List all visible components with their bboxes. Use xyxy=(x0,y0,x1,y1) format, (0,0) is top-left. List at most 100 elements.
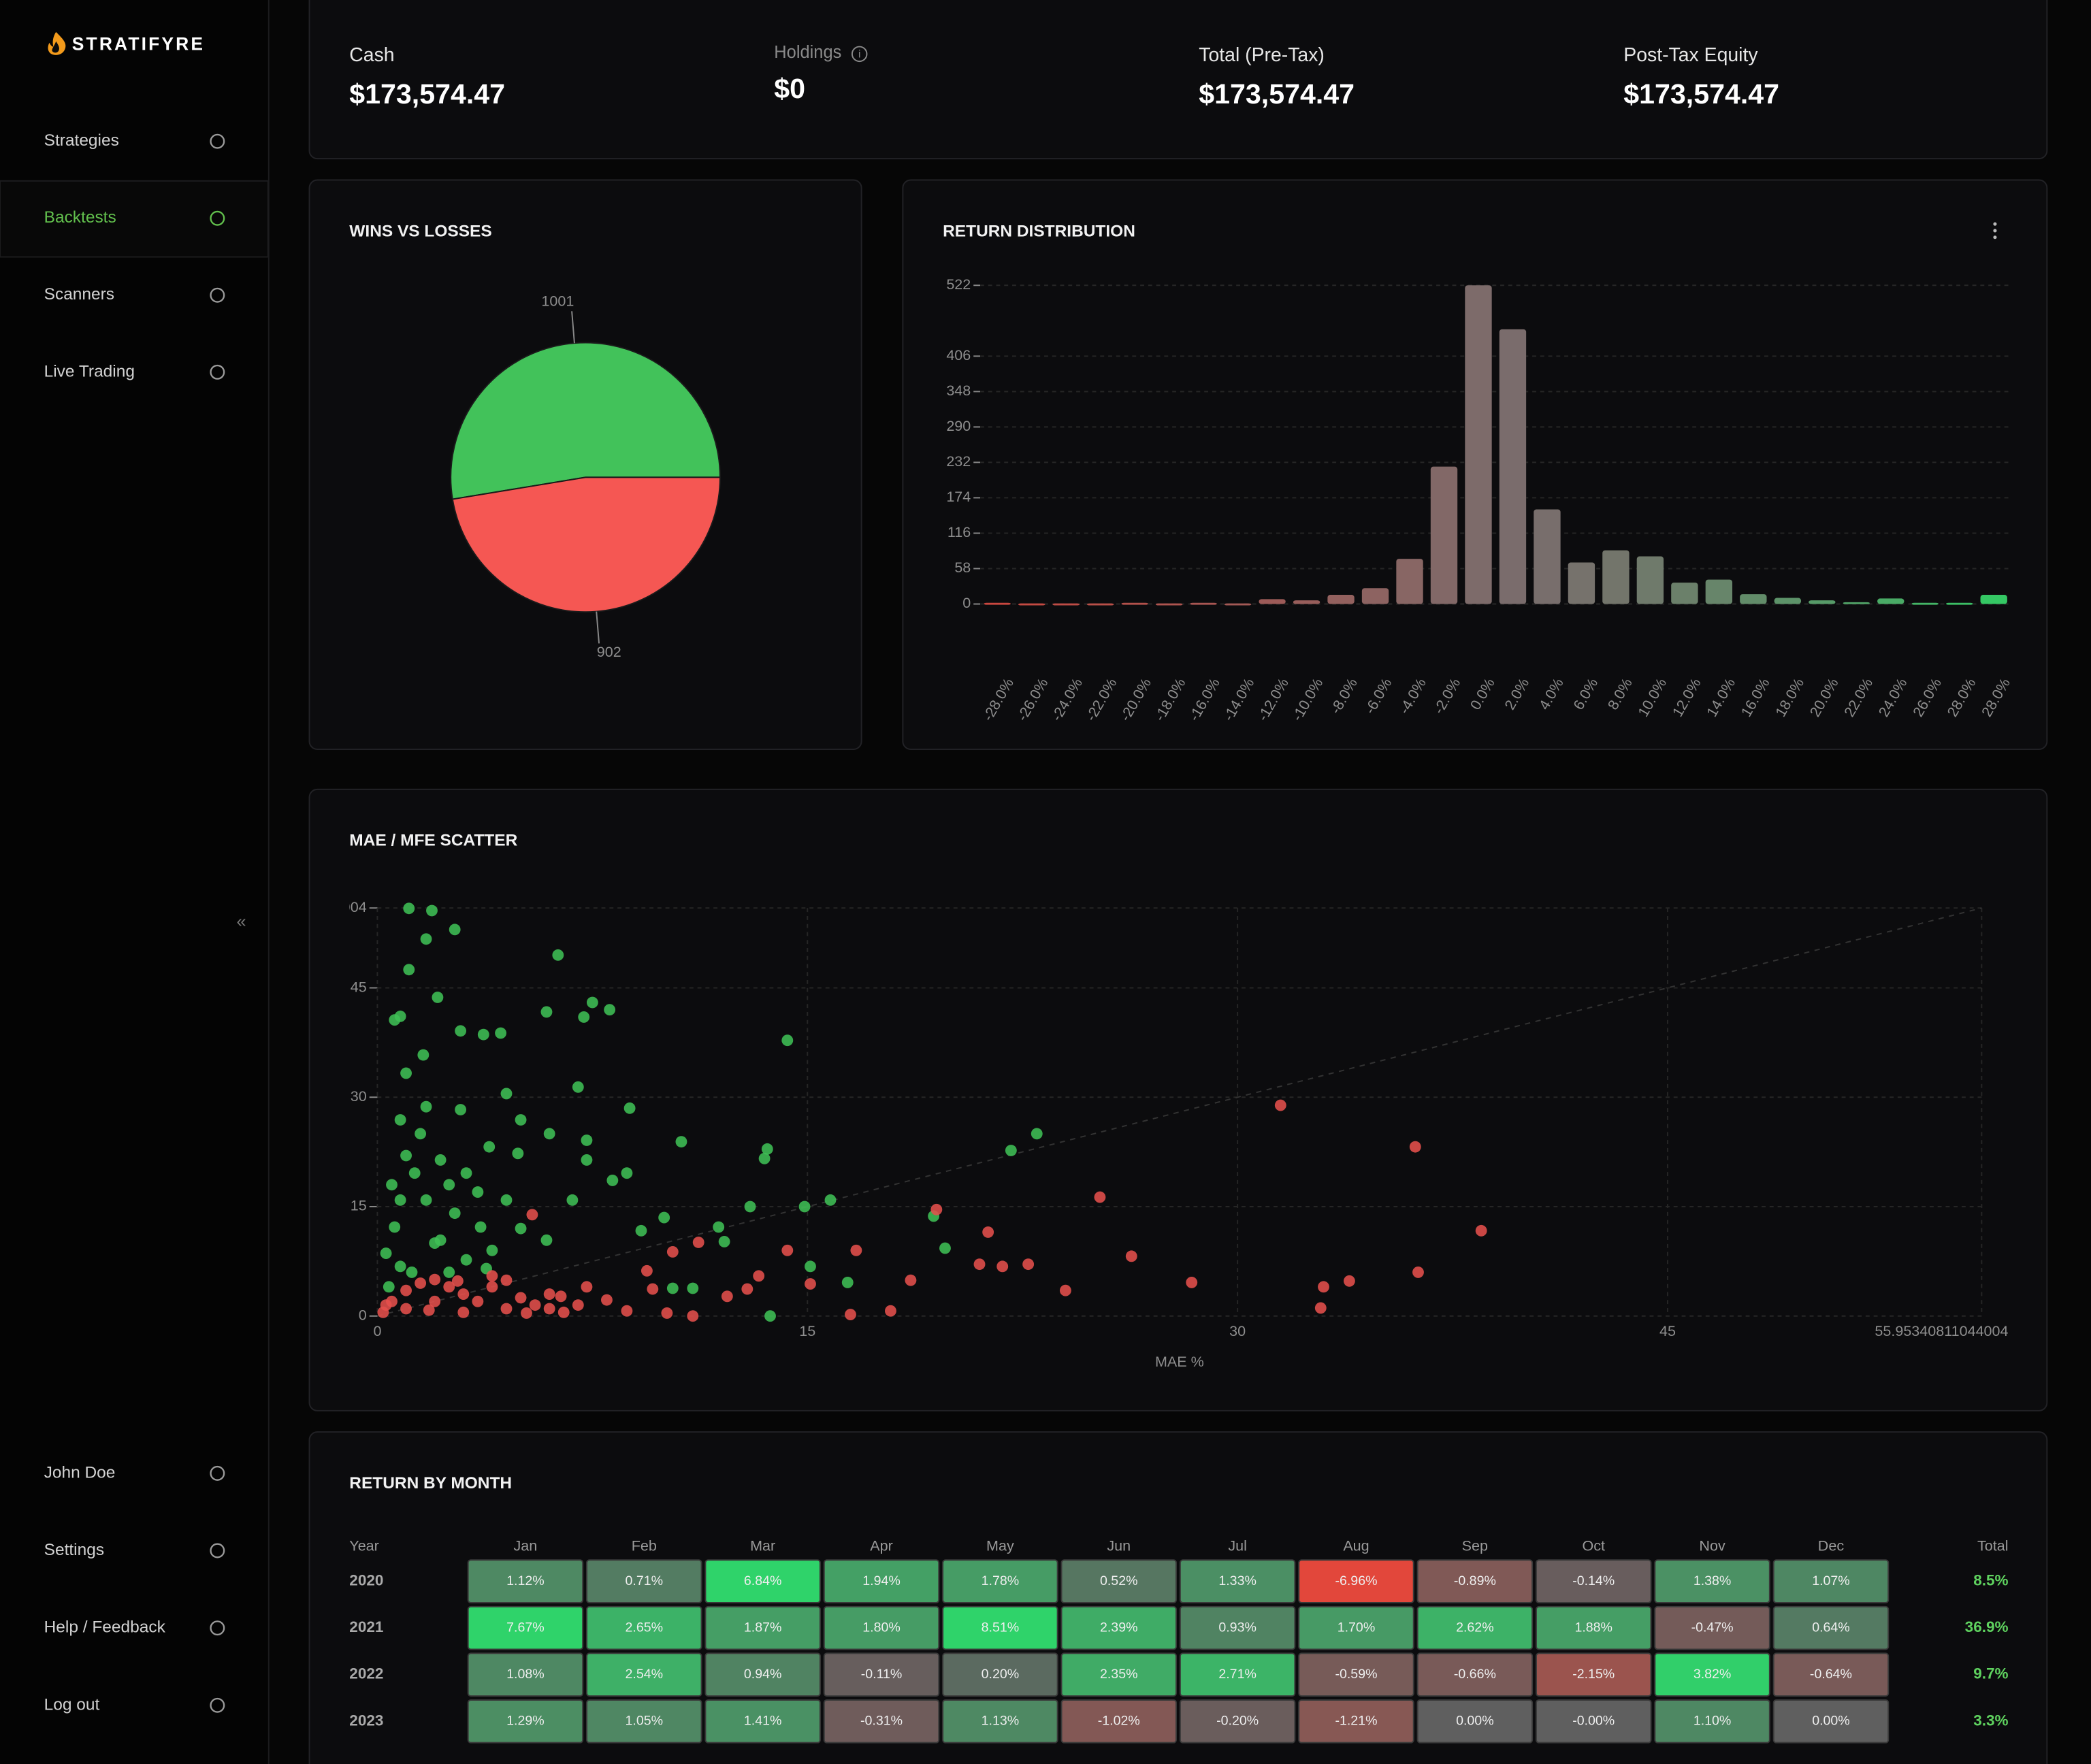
footer-nav-item[interactable]: Settings xyxy=(44,1541,104,1559)
scatter-point xyxy=(1318,1281,1329,1293)
y-tick-label: 116 xyxy=(947,523,971,540)
month-value: 1.10% xyxy=(1693,1713,1732,1728)
footer-nav-item[interactable]: John Doe xyxy=(44,1463,116,1482)
stat-value: $173,574.47 xyxy=(1199,78,1355,110)
stat-label: Total (Pre-Tax) xyxy=(1199,44,1325,66)
scatter-point xyxy=(486,1281,498,1293)
leader-line xyxy=(596,611,600,644)
month-value: -0.20% xyxy=(1216,1713,1259,1728)
month-cell xyxy=(942,1559,1058,1603)
month-cell xyxy=(1535,1699,1652,1744)
y-tick-label: 0 xyxy=(359,1306,367,1323)
scatter-point xyxy=(841,1277,854,1288)
scatter-point xyxy=(455,1025,467,1037)
scatter-point xyxy=(460,1254,472,1266)
scatter-point xyxy=(1314,1302,1327,1314)
column-header: Apr xyxy=(870,1537,893,1554)
y-tick-label: 522 xyxy=(946,276,971,293)
bar xyxy=(1018,603,1046,606)
bar xyxy=(1705,579,1733,604)
scatter-point xyxy=(741,1283,753,1295)
scatter-point xyxy=(905,1274,917,1286)
scatter-point xyxy=(383,1281,395,1293)
scatter-point xyxy=(500,1303,513,1315)
scatter-point xyxy=(566,1194,579,1206)
scatter-point xyxy=(586,996,598,1009)
scatter-point xyxy=(850,1244,862,1256)
scatter-point xyxy=(540,1234,553,1246)
y-tick-label: 58 xyxy=(954,559,971,576)
scatter-point xyxy=(721,1290,733,1303)
info-icon[interactable] xyxy=(851,46,868,63)
month-value: 0.52% xyxy=(1100,1573,1138,1588)
month-cell xyxy=(1654,1699,1770,1744)
x-tick-label: 45 xyxy=(1659,1322,1676,1339)
scatter-point xyxy=(647,1283,659,1295)
scatter-point xyxy=(486,1244,498,1256)
scatter-point xyxy=(798,1200,811,1213)
month-value: 0.00% xyxy=(1456,1713,1494,1728)
bar xyxy=(1774,598,1802,604)
bar xyxy=(1911,602,1939,605)
scatter-point xyxy=(713,1221,725,1233)
nav-item[interactable]: Live Trading xyxy=(44,362,135,380)
scatter-point xyxy=(474,1221,487,1233)
scatter-point xyxy=(687,1282,699,1294)
footer-nav-item[interactable]: Log out xyxy=(44,1695,100,1714)
month-cell xyxy=(1772,1652,1890,1697)
month-value: 1.87% xyxy=(744,1620,782,1635)
scatter-point xyxy=(572,1081,584,1093)
bar xyxy=(1155,603,1183,606)
y-tick-label: 30 xyxy=(351,1088,367,1105)
bar xyxy=(1190,602,1217,605)
row-total: 8.5% xyxy=(1973,1572,2008,1589)
bar xyxy=(1740,594,1767,604)
month-value: 1.78% xyxy=(982,1573,1020,1588)
nav-item[interactable]: Backtests xyxy=(44,208,116,227)
scatter-point xyxy=(483,1141,496,1153)
bar xyxy=(1327,595,1355,604)
nav-item[interactable]: Strategies xyxy=(44,131,119,150)
scatter-point xyxy=(406,1267,418,1278)
month-cell xyxy=(1179,1652,1296,1697)
month-value: 3.82% xyxy=(1693,1667,1732,1682)
month-cell xyxy=(823,1699,940,1744)
footer-nav-item[interactable]: Help / Feedback xyxy=(44,1618,166,1637)
nav-item[interactable]: Scanners xyxy=(44,285,114,304)
month-value: 1.13% xyxy=(982,1713,1020,1728)
bar xyxy=(1052,603,1080,606)
scatter-point xyxy=(661,1307,673,1319)
month-cell xyxy=(1535,1605,1652,1650)
scatter-point xyxy=(687,1310,699,1322)
scatter-point xyxy=(526,1209,538,1221)
scatter-point xyxy=(543,1303,555,1315)
scatter-point xyxy=(1409,1141,1421,1153)
collapse-button[interactable]: « xyxy=(237,912,246,931)
scatter-point xyxy=(675,1136,687,1148)
scatter-point xyxy=(1186,1277,1198,1288)
month-value: 8.51% xyxy=(982,1620,1020,1635)
column-header: Jun xyxy=(1107,1537,1131,1554)
scatter-point xyxy=(394,1114,406,1126)
month-cell xyxy=(1416,1559,1534,1603)
y-tick-label: 406 xyxy=(946,346,971,363)
month-value: -0.31% xyxy=(860,1713,903,1728)
scatter-point xyxy=(781,1244,794,1256)
chart-menu[interactable] xyxy=(1993,222,1997,240)
month-value: 0.94% xyxy=(744,1667,782,1682)
scatter-card xyxy=(308,788,2048,1411)
column-header: Feb xyxy=(632,1537,657,1554)
scatter-point xyxy=(400,1303,412,1315)
scatter-point xyxy=(420,1100,432,1113)
chart-title: MAE / MFE SCATTER xyxy=(349,832,517,850)
pie-slice xyxy=(451,476,721,613)
nav-icon xyxy=(210,1465,225,1481)
month-cell xyxy=(1179,1559,1296,1603)
month-cell xyxy=(1535,1652,1652,1697)
month-value: 1.94% xyxy=(862,1573,901,1588)
month-cell xyxy=(823,1605,940,1650)
scatter-point xyxy=(443,1281,455,1293)
scatter-point xyxy=(540,1006,553,1018)
scatter-point xyxy=(845,1309,856,1320)
month-cell xyxy=(942,1652,1058,1697)
